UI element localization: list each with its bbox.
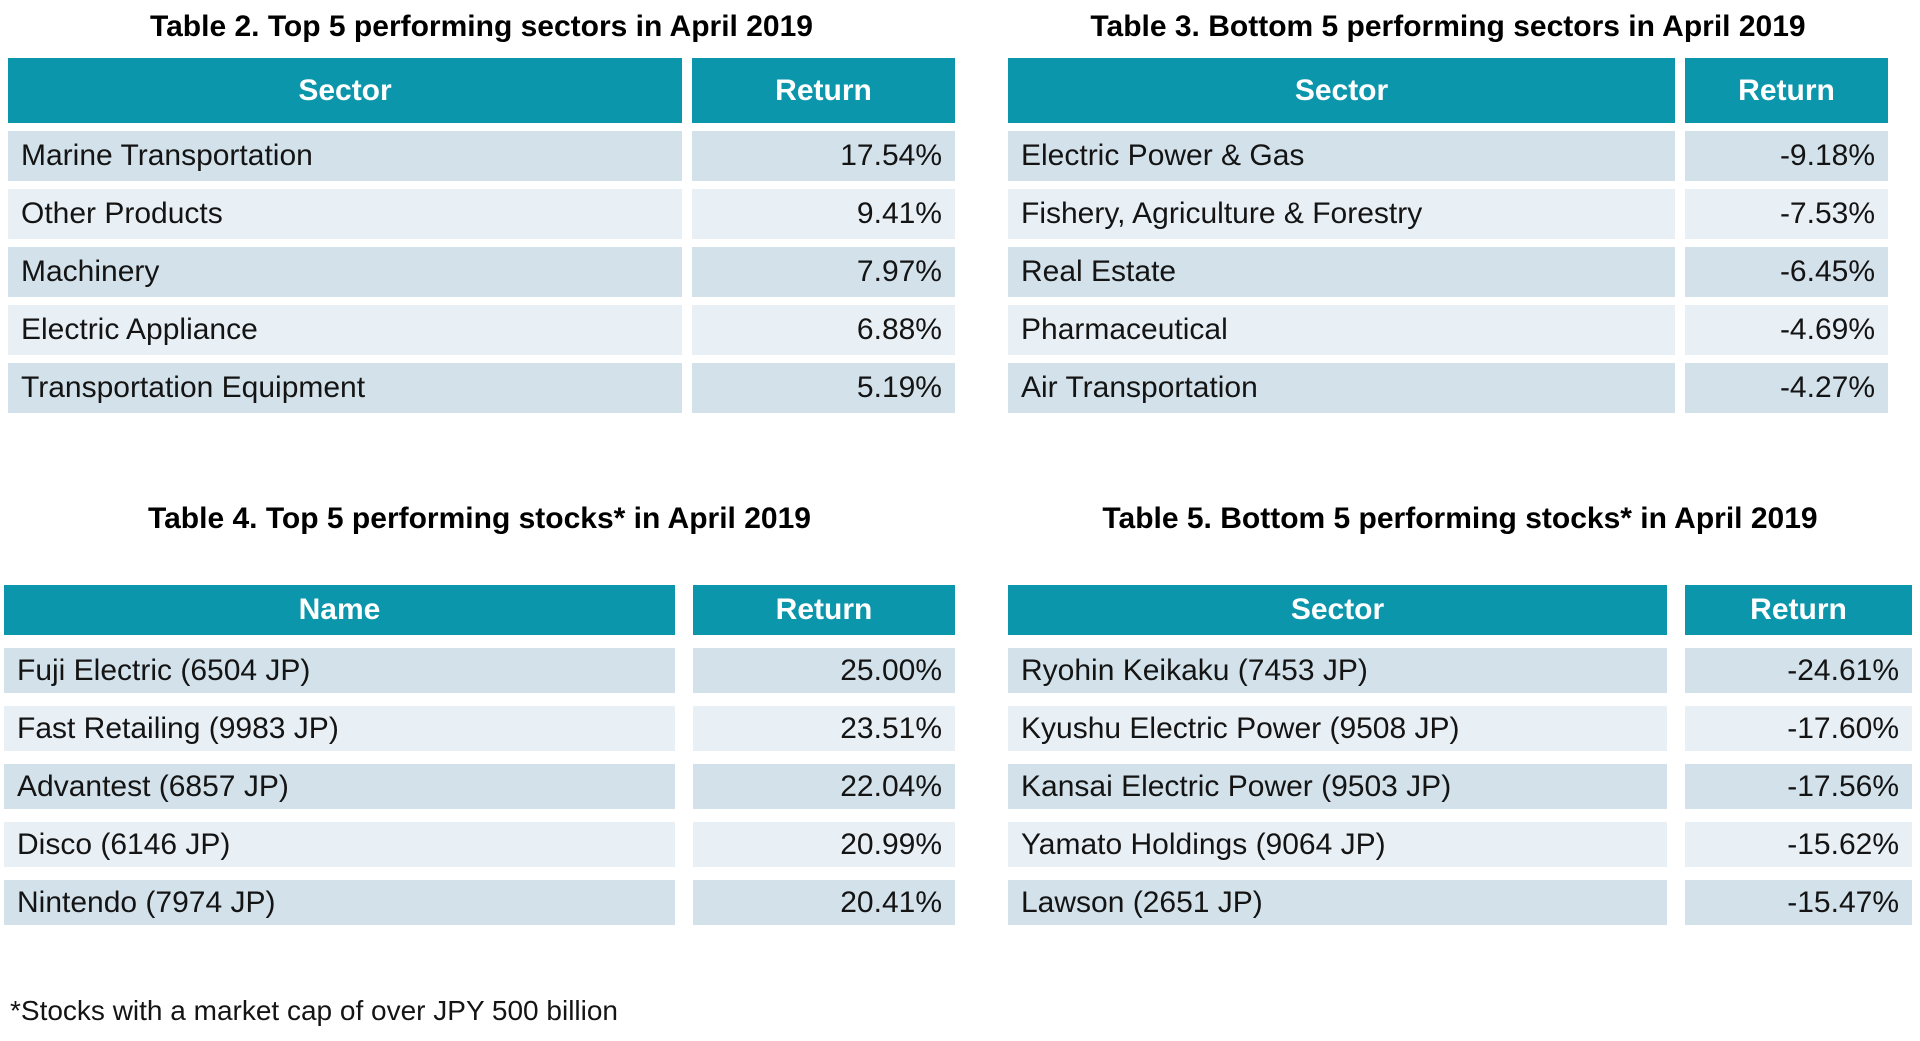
table3-row4-name: Air Transportation [1008, 363, 1675, 413]
table4: Name Return Fuji Electric (6504 JP) 25.00… [4, 585, 955, 925]
table3-title: Table 3. Bottom 5 performing sectors in … [1090, 10, 1806, 43]
table2-row2-name: Machinery [8, 247, 682, 297]
table2-row1-name: Other Products [8, 189, 682, 239]
table5-row1-return: -17.60% [1685, 706, 1912, 751]
table2-row4-name: Transportation Equipment [8, 363, 682, 413]
table5-row2-return: -17.56% [1685, 764, 1912, 809]
table5-row0-return: -24.61% [1685, 648, 1912, 693]
footnote: *Stocks with a market cap of over JPY 50… [10, 995, 619, 1026]
table-row: Pharmaceutical -4.69% [1008, 305, 1888, 355]
table4-row0-return: 25.00% [693, 648, 955, 693]
table5-row1-name: Kyushu Electric Power (9508 JP) [1008, 706, 1667, 751]
table-row: Disco (6146 JP) 20.99% [4, 822, 955, 867]
table5-row3-name: Yamato Holdings (9064 JP) [1008, 822, 1667, 867]
table-row: Nintendo (7974 JP) 20.41% [4, 880, 955, 925]
table3-row1-name: Fishery, Agriculture & Forestry [1008, 189, 1675, 239]
table5-header-return: Return [1685, 585, 1912, 635]
table2-header-row: Sector Return [8, 58, 955, 123]
table4-row4-name: Nintendo (7974 JP) [4, 880, 675, 925]
table4-header-row: Name Return [4, 585, 955, 635]
table4-row3-name: Disco (6146 JP) [4, 822, 675, 867]
table5-row4-name: Lawson (2651 JP) [1008, 880, 1667, 925]
table3: Sector Return Electric Power & Gas -9.18%… [1008, 58, 1888, 413]
table4-body: Fuji Electric (6504 JP) 25.00% Fast Retail… [4, 648, 955, 925]
table2-header-sector: Sector [8, 58, 682, 123]
table-row: Kansai Electric Power (9503 JP) -17.56% [1008, 764, 1912, 809]
table3-header-row: Sector Return [1008, 58, 1888, 123]
table2-row0-return: 17.54% [692, 131, 955, 181]
table2-title: Table 2. Top 5 performing sectors in Apr… [150, 10, 813, 43]
table2-row2-return: 7.97% [692, 247, 955, 297]
table-row: Fast Retailing (9983 JP) 23.51% [4, 706, 955, 751]
table3-bottom-sectors: Table 3. Bottom 5 performing sectors in … [1008, 10, 1888, 413]
table2-body: Marine Transportation 17.54% Other Product… [8, 131, 955, 413]
table4-row1-return: 23.51% [693, 706, 955, 751]
table4-header-return: Return [693, 585, 955, 635]
table3-row3-return: -4.69% [1685, 305, 1888, 355]
table5-row4-return: -15.47% [1685, 880, 1912, 925]
table-row: Fishery, Agriculture & Forestry -7.53% [1008, 189, 1888, 239]
table5-body: Ryohin Keikaku (7453 JP) -24.61% Kyushu El… [1008, 648, 1912, 925]
table-row: Fuji Electric (6504 JP) 25.00% [4, 648, 955, 693]
table4-row0-name: Fuji Electric (6504 JP) [4, 648, 675, 693]
table4-row2-name: Advantest (6857 JP) [4, 764, 675, 809]
table3-row0-return: -9.18% [1685, 131, 1888, 181]
table-row: Kyushu Electric Power (9508 JP) -17.60% [1008, 706, 1912, 751]
table-row: Electric Appliance 6.88% [8, 305, 955, 355]
table4-header-name: Name [4, 585, 675, 635]
table5-row2-name: Kansai Electric Power (9503 JP) [1008, 764, 1667, 809]
table4-row2-return: 22.04% [693, 764, 955, 809]
table3-row2-name: Real Estate [1008, 247, 1675, 297]
table5-row3-return: -15.62% [1685, 822, 1912, 867]
table4-title: Table 4. Top 5 performing stocks* in Apr… [148, 502, 811, 535]
table2-header-return: Return [692, 58, 955, 123]
table5-title: Table 5. Bottom 5 performing stocks* in … [1102, 502, 1818, 535]
table-row: Lawson (2651 JP) -15.47% [1008, 880, 1912, 925]
table4-row3-return: 20.99% [693, 822, 955, 867]
table4-row4-return: 20.41% [693, 880, 955, 925]
table5-header-sector: Sector [1008, 585, 1667, 635]
table-row: Yamato Holdings (9064 JP) -15.62% [1008, 822, 1912, 867]
table2-top-sectors: Table 2. Top 5 performing sectors in Apr… [8, 10, 955, 413]
table5-bottom-stocks: Table 5. Bottom 5 performing stocks* in … [1008, 502, 1912, 925]
table3-header-return: Return [1685, 58, 1888, 123]
table2-row3-name: Electric Appliance [8, 305, 682, 355]
table2: Sector Return Marine Transportation 17.54… [8, 58, 955, 413]
table2-row3-return: 6.88% [692, 305, 955, 355]
table-row: Ryohin Keikaku (7453 JP) -24.61% [1008, 648, 1912, 693]
table2-row4-return: 5.19% [692, 363, 955, 413]
table3-body: Electric Power & Gas -9.18% Fishery, Agric… [1008, 131, 1888, 413]
table-row: Advantest (6857 JP) 22.04% [4, 764, 955, 809]
table3-header-sector: Sector [1008, 58, 1675, 123]
table-row: Electric Power & Gas -9.18% [1008, 131, 1888, 181]
table5: Sector Return Ryohin Keikaku (7453 JP) -2… [1008, 585, 1912, 925]
table-row: Other Products 9.41% [8, 189, 955, 239]
table4-top-stocks: Table 4. Top 5 performing stocks* in Apr… [4, 502, 955, 925]
table-row: Marine Transportation 17.54% [8, 131, 955, 181]
table3-row2-return: -6.45% [1685, 247, 1888, 297]
table4-row1-name: Fast Retailing (9983 JP) [4, 706, 675, 751]
table2-row0-name: Marine Transportation [8, 131, 682, 181]
table3-row0-name: Electric Power & Gas [1008, 131, 1675, 181]
table5-row0-name: Ryohin Keikaku (7453 JP) [1008, 648, 1667, 693]
table-row: Air Transportation -4.27% [1008, 363, 1888, 413]
table-row: Machinery 7.97% [8, 247, 955, 297]
table3-row1-return: -7.53% [1685, 189, 1888, 239]
table-row: Transportation Equipment 5.19% [8, 363, 955, 413]
table2-row1-return: 9.41% [692, 189, 955, 239]
table-row: Real Estate -6.45% [1008, 247, 1888, 297]
table3-row4-return: -4.27% [1685, 363, 1888, 413]
table3-row3-name: Pharmaceutical [1008, 305, 1675, 355]
table5-header-row: Sector Return [1008, 585, 1912, 635]
